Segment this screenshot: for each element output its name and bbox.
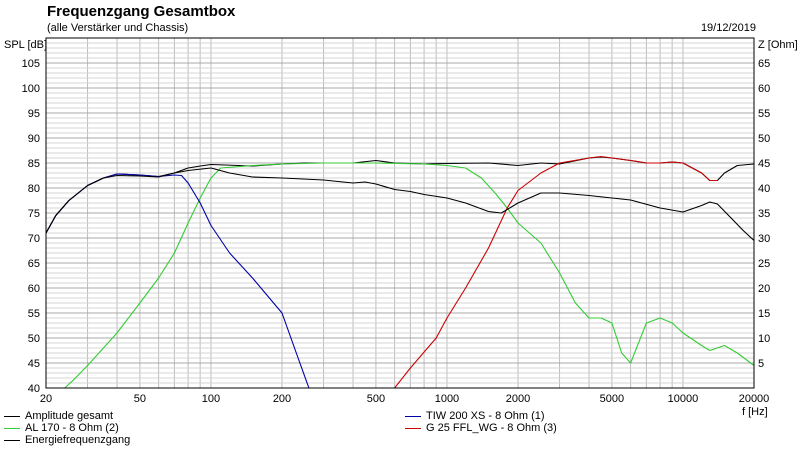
x-tick-label: 10000: [668, 393, 699, 405]
legend-label: G 25 FFL_WG - 8 Ohm (3): [426, 422, 557, 434]
legend-item-energie: Energiefrequenzgang: [4, 434, 130, 446]
x-tick-label: 200: [273, 393, 291, 405]
y-tick-label: 90: [28, 133, 40, 145]
chart-date: 19/12/2019: [700, 22, 756, 34]
y2-tick-label: 25: [758, 258, 770, 270]
series-line-3: [45, 173, 310, 389]
y-tick-label: 80: [28, 183, 40, 195]
legend-label: Amplitude gesamt: [25, 410, 114, 422]
chart-grid: [46, 38, 754, 388]
y2-tick-label: 65: [758, 58, 770, 70]
y-axis-label: SPL [dB]: [4, 39, 47, 51]
x-tick-label: 100: [202, 393, 220, 405]
y2-axis-label: Z [Ohm]: [758, 39, 798, 51]
chart-tick-labels: 20 50 100 200 500 1000 2000 5000 10000 20000 40 45 5…: [22, 58, 771, 405]
legend-swatch: [405, 427, 421, 429]
y-tick-label: 70: [28, 233, 40, 245]
x-axis-label: f [Hz]: [742, 406, 768, 418]
legend-item-amplitude: Amplitude gesamt: [4, 410, 113, 422]
x-tick-label: 2000: [506, 393, 530, 405]
legend-swatch: [4, 427, 20, 429]
legend-swatch: [4, 415, 20, 417]
legend-swatch: [4, 439, 20, 441]
chart-curves: [45, 155, 755, 389]
legend-item-g25: G 25 FFL_WG - 8 Ohm (3): [405, 422, 557, 434]
y-tick-label: 45: [28, 358, 40, 370]
chart-axis-labels: SPL [dB] Z [Ohm] f [Hz]: [4, 39, 798, 418]
x-tick-label: 5000: [600, 393, 624, 405]
x-tick-label: 1000: [435, 393, 459, 405]
y2-tick-label: 30: [758, 233, 770, 245]
y2-tick-label: 10: [758, 333, 770, 345]
y-tick-label: 65: [28, 258, 40, 270]
series-line-5: [45, 167, 755, 241]
y2-tick-label: 35: [758, 208, 770, 220]
legend-swatch: [405, 415, 421, 417]
y-tick-label: 85: [28, 158, 40, 170]
x-tick-label: 20000: [739, 393, 770, 405]
legend-item-al170: AL 170 - 8 Ohm (2): [4, 422, 119, 434]
y-tick-label: 50: [28, 333, 40, 345]
y-tick-label: 55: [28, 308, 40, 320]
plot-frame: [45, 37, 755, 389]
chart-title: Frequenzgang Gesamtbox: [47, 3, 236, 20]
y-tick-label: 40: [28, 383, 40, 395]
y2-tick-label: 60: [758, 83, 770, 95]
y2-tick-label: 50: [758, 133, 770, 145]
y2-tick-label: 5: [758, 358, 764, 370]
legend-item-tiw200: TIW 200 XS - 8 Ohm (1): [405, 410, 545, 422]
y2-tick-label: 20: [758, 283, 770, 295]
x-tick-label: 20: [40, 393, 52, 405]
series-line-4: [394, 155, 718, 389]
chart-subtitle: (alle Verstärker und Chassis): [47, 22, 189, 34]
y2-tick-label: 40: [758, 183, 770, 195]
y-tick-label: 60: [28, 283, 40, 295]
y-tick-label: 95: [28, 108, 40, 120]
legend-label: Energiefrequenzgang: [25, 434, 131, 446]
series-line-2: [46, 162, 755, 389]
legend-label: AL 170 - 8 Ohm (2): [25, 422, 119, 434]
y-tick-label: 105: [22, 58, 40, 70]
y2-tick-label: 45: [758, 158, 770, 170]
y-tick-label: 75: [28, 208, 40, 220]
x-tick-label: 500: [367, 393, 385, 405]
y-tick-label: 100: [22, 83, 40, 95]
x-tick-label: 50: [134, 393, 146, 405]
y2-tick-label: 15: [758, 308, 770, 320]
y2-tick-label: 55: [758, 108, 770, 120]
legend-label: TIW 200 XS - 8 Ohm (1): [426, 410, 545, 422]
